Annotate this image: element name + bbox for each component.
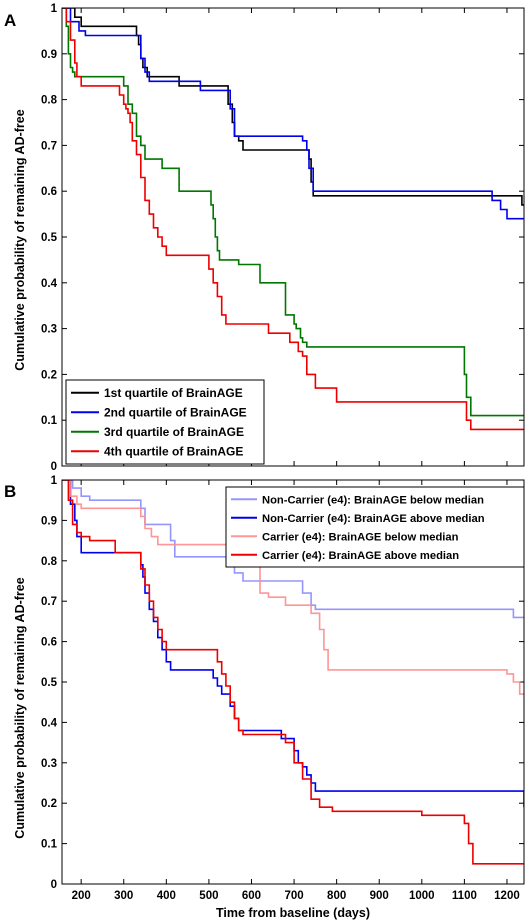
y-tick-label: 1	[51, 3, 58, 15]
panel-b-y-axis-title: Cumulative probability of remaining AD-f…	[13, 577, 27, 838]
panel-a-plot-frame	[61, 7, 525, 467]
y-tick-label: 0.3	[41, 324, 57, 336]
y-tick-label: 1	[51, 475, 58, 487]
panel-b-x-axis-title: Time from baseline (days)	[216, 906, 370, 920]
x-tick-label: 1200	[494, 890, 520, 902]
y-tick-label: 0.4	[41, 717, 58, 729]
series-line-1	[62, 8, 524, 206]
x-tick-label: 400	[157, 890, 176, 902]
series-line-1	[62, 480, 524, 619]
legend-box	[225, 486, 525, 568]
legend-entry: Carrier (e4): BrainAGE below median	[262, 531, 459, 543]
legend-entry: 4th quartile of BrainAGE	[104, 444, 243, 458]
y-tick-label: 0.6	[41, 186, 57, 198]
y-tick-label: 0.4	[41, 278, 58, 290]
y-tick-label: 0.3	[41, 758, 57, 770]
legend-entry: 3rd quartile of BrainAGE	[104, 425, 244, 439]
series-line-4	[62, 480, 524, 865]
x-tick-label: 700	[284, 890, 303, 902]
legend-entry: Non-Carrier (e4): BrainAGE below median	[262, 494, 484, 506]
legend-entry: 2nd quartile of BrainAGE	[104, 405, 247, 419]
panel-a-legend: 1st quartile of BrainAGE 2nd quartile of …	[65, 379, 265, 465]
series-line-2	[62, 8, 524, 220]
x-tick-label: 1000	[409, 890, 435, 902]
y-tick-label: 0.8	[41, 95, 58, 107]
x-tick-label: 200	[72, 890, 91, 902]
x-tick-label: 300	[114, 890, 133, 902]
y-tick-label: 0.7	[41, 596, 57, 608]
y-tick-label: 0.9	[41, 515, 57, 527]
x-tick-label: 900	[370, 890, 389, 902]
panel-b: B Cumulative probability of remaining AD…	[4, 475, 525, 920]
panel-a-y-axis-title: Cumulative probability of remaining AD-f…	[13, 109, 27, 370]
legend-entry: Non-Carrier (e4): BrainAGE above median	[262, 513, 485, 525]
y-tick-label: 0.5	[41, 677, 58, 689]
x-tick-label: 800	[327, 890, 346, 902]
x-tick-label: 500	[199, 890, 218, 902]
y-tick-label: 0.2	[41, 369, 57, 381]
y-tick-label: 0	[51, 461, 57, 473]
legend-entry: Carrier (e4): BrainAGE above median	[262, 550, 459, 562]
panel-b-plot-frame	[61, 479, 525, 885]
y-tick-label: 0.9	[41, 49, 57, 61]
legend-box	[65, 379, 265, 465]
y-tick-label: 0.5	[41, 232, 58, 244]
legend-entry: 1st quartile of BrainAGE	[104, 386, 243, 400]
y-tick-label: 0.7	[41, 140, 57, 152]
panel-b-label: B	[4, 482, 16, 501]
x-tick-label: 1100	[452, 890, 477, 902]
y-tick-label: 0.6	[41, 637, 57, 649]
y-tick-label: 0.1	[41, 839, 58, 851]
x-tick-label: 600	[242, 890, 261, 902]
series-line-4	[62, 8, 524, 431]
y-tick-label: 0.2	[41, 798, 57, 810]
y-tick-label: 0.1	[41, 415, 58, 427]
y-tick-label: 0	[51, 879, 57, 891]
series-line-3	[62, 8, 524, 417]
panel-a-label: A	[4, 11, 16, 30]
panel-a: A Cumulative probability of remaining AD…	[4, 3, 525, 473]
panel-b-legend: Non-Carrier (e4): BrainAGE below median N…	[225, 486, 525, 568]
y-tick-label: 0.8	[41, 556, 58, 568]
